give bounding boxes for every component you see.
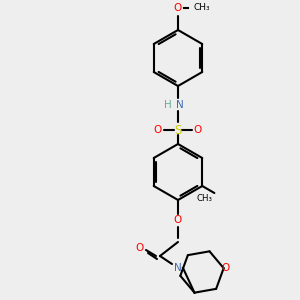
Text: N: N <box>176 100 184 110</box>
Text: O: O <box>136 243 144 253</box>
Text: O: O <box>174 3 182 13</box>
Text: N: N <box>174 263 182 273</box>
Text: O: O <box>174 215 182 225</box>
Text: S: S <box>174 124 182 136</box>
Text: CH₃: CH₃ <box>196 194 212 202</box>
Text: H: H <box>164 100 172 110</box>
Text: CH₃: CH₃ <box>194 4 211 13</box>
Text: O: O <box>154 125 162 135</box>
Text: O: O <box>221 263 230 273</box>
Text: O: O <box>194 125 202 135</box>
